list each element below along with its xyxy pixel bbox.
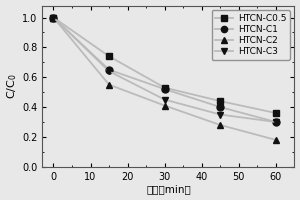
Line: HTCN-C0.5: HTCN-C0.5 [50, 14, 279, 117]
HTCN-C3 [218, 113, 222, 116]
HTCN-C3 [274, 121, 278, 123]
HTCN-C2 [163, 104, 166, 107]
Y-axis label: C/C$_0$: C/C$_0$ [6, 73, 20, 99]
Line: HTCN-C2: HTCN-C2 [50, 14, 279, 143]
HTCN-C3 [107, 70, 111, 72]
HTCN-C0.5 [218, 100, 222, 102]
HTCN-C3 [52, 16, 55, 19]
Legend: HTCN-C0.5, HTCN-C1, HTCN-C2, HTCN-C3: HTCN-C0.5, HTCN-C1, HTCN-C2, HTCN-C3 [212, 10, 290, 60]
HTCN-C2 [218, 124, 222, 126]
HTCN-C2 [107, 83, 111, 86]
X-axis label: 时间（min）: 时间（min） [146, 184, 191, 194]
HTCN-C1 [52, 16, 55, 19]
Line: HTCN-C1: HTCN-C1 [50, 14, 279, 125]
HTCN-C2 [52, 16, 55, 19]
HTCN-C1 [218, 106, 222, 108]
HTCN-C1 [107, 69, 111, 71]
HTCN-C0.5 [163, 86, 166, 89]
HTCN-C3 [163, 98, 166, 101]
HTCN-C1 [163, 88, 166, 90]
HTCN-C0.5 [107, 55, 111, 58]
HTCN-C0.5 [274, 112, 278, 114]
Line: HTCN-C3: HTCN-C3 [50, 14, 279, 125]
HTCN-C0.5 [52, 16, 55, 19]
HTCN-C1 [274, 121, 278, 123]
HTCN-C2 [274, 139, 278, 141]
